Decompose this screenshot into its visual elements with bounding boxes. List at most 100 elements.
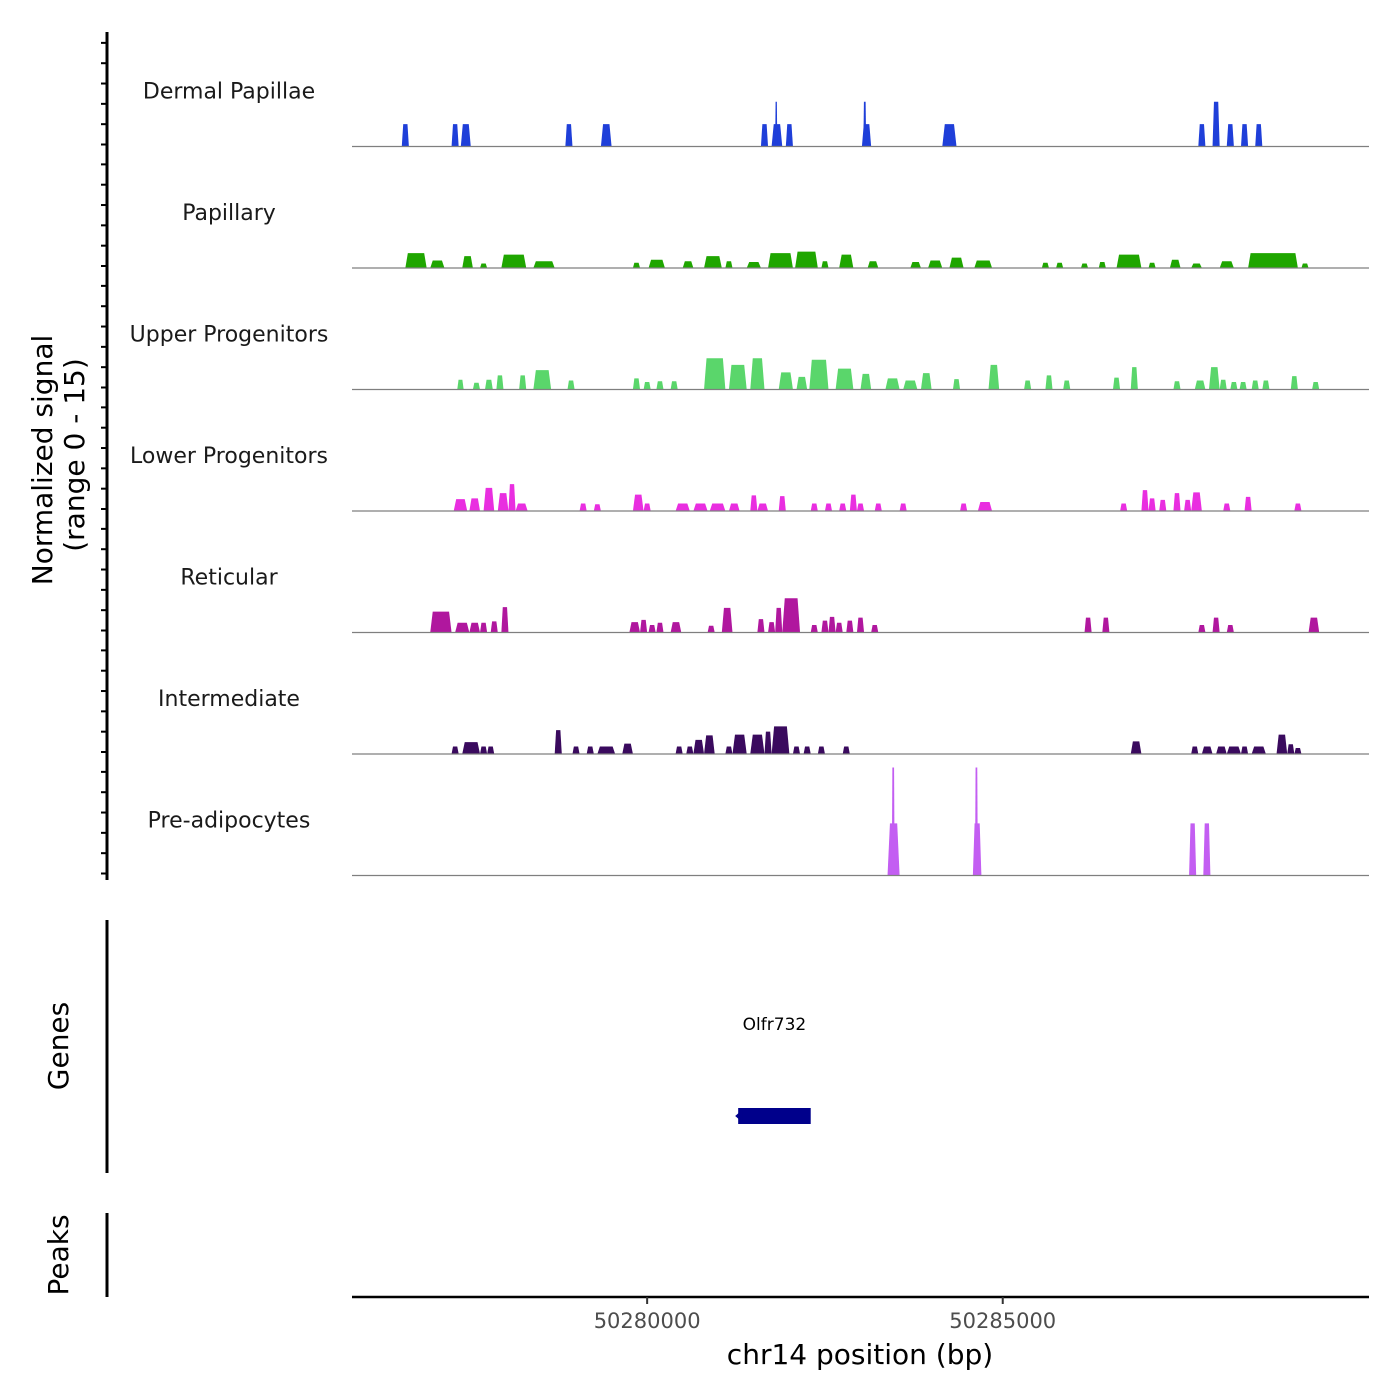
signal-peak [480,622,488,633]
signal-peak [974,260,993,268]
signal-peak [682,261,694,268]
signal-peak [693,739,705,754]
signal-peak [899,503,907,511]
signal-peak [757,503,769,511]
signal-peak [817,746,825,754]
signal-peak [656,622,664,633]
signal-peak [764,731,772,754]
signal-peak [1219,379,1227,390]
y-axis-title-line2: (range 0 - 15) [58,358,91,552]
signal-peak [1226,625,1234,633]
signal-peak [622,743,633,754]
signal-peak [750,358,765,390]
track-pre-adipocytes: Pre-adipocytes [148,767,1369,877]
signal-peak [821,261,829,268]
signal-peak [1120,503,1128,511]
signal-peak [648,625,656,633]
gene-annotations: Olfr732 [735,1015,811,1124]
signal-peak [405,253,427,268]
signal-peak [1130,741,1142,754]
signal-peak [835,368,854,390]
signal-peak [885,378,900,390]
signal-peak [856,503,865,511]
y-axis-title-line1: Normalized signal [26,335,59,586]
signal-peak [803,746,811,754]
signal-peak [1212,101,1220,147]
signal-peak [1262,380,1270,390]
signal-peak [839,503,847,511]
signal-peak [1294,748,1302,754]
signal-peak [675,503,690,511]
signal-peak [771,726,790,754]
signal-peak [728,364,747,390]
signal-peak [1290,376,1298,390]
signal-peak [533,370,552,390]
x-axis-title: chr14 position (bp) [727,1338,993,1371]
signal-peak [725,261,733,268]
signal-peak [1230,382,1238,390]
signal-peak [874,503,882,511]
signal-peak [469,622,481,633]
signal-peak [1184,499,1192,511]
signal-peak [835,622,843,633]
signal-peak [1239,382,1247,390]
signal-peak [686,746,694,754]
signal-peak [849,494,857,511]
signal-peak [750,495,758,511]
signal-peak [725,746,733,754]
signal-peak [497,493,509,511]
signal-peak [1098,262,1106,268]
track-dermal-papillae: Dermal Papillae [143,80,1369,148]
signal-peak [757,619,765,633]
x-tick-label: 50280000 [594,1309,701,1333]
signal-peak [785,124,793,147]
signal-peak [487,746,495,754]
signal-peak [1248,253,1298,268]
signal-peak [1148,262,1156,268]
genes-panel-title: Genes [42,1002,75,1090]
gene-body [738,1108,811,1124]
signal-peak [565,124,573,147]
signal-peak [1226,746,1241,754]
signal-peak [480,263,488,268]
signal-y-axis-ticks [101,41,107,875]
signal-peak [707,625,715,633]
track-intermediate: Intermediate [158,687,1369,755]
signal-peak [728,503,740,511]
signal-peak [1201,746,1213,754]
signal-peak [828,616,836,633]
signal-peak [863,101,867,147]
signal-peak [501,607,509,633]
signal-peak [640,619,648,633]
track-label: Dermal Papillae [143,80,315,105]
signal-peak [1198,124,1206,147]
signal-peak [460,124,471,147]
signal-peak [469,498,481,511]
signal-peak [732,734,747,754]
signal-peak [709,503,726,511]
signal-peak [824,503,833,511]
signal-peak [821,620,829,633]
signal-peak [453,499,468,511]
signal-peak [1216,746,1227,754]
signal-peak [778,496,786,511]
signal-peak [451,746,459,754]
signal-peak [490,621,498,633]
gene-strand-arrow [735,1110,743,1122]
signal-peak [1251,746,1266,754]
signal-peak [920,373,932,390]
signal-peak [721,607,733,633]
signal-peak [670,381,678,390]
track-label: Pre-adipocytes [148,809,311,834]
signal-peak [457,379,464,390]
signal-peak [455,622,470,633]
signal-peak [693,503,708,511]
signal-peak [1194,380,1206,390]
signal-peak [903,380,918,390]
signal-peak [643,382,651,390]
track-papillary: Papillary [182,201,1369,269]
signal-peak [795,251,818,268]
gene-label: Olfr732 [743,1015,807,1035]
signal-peak [1198,625,1206,633]
